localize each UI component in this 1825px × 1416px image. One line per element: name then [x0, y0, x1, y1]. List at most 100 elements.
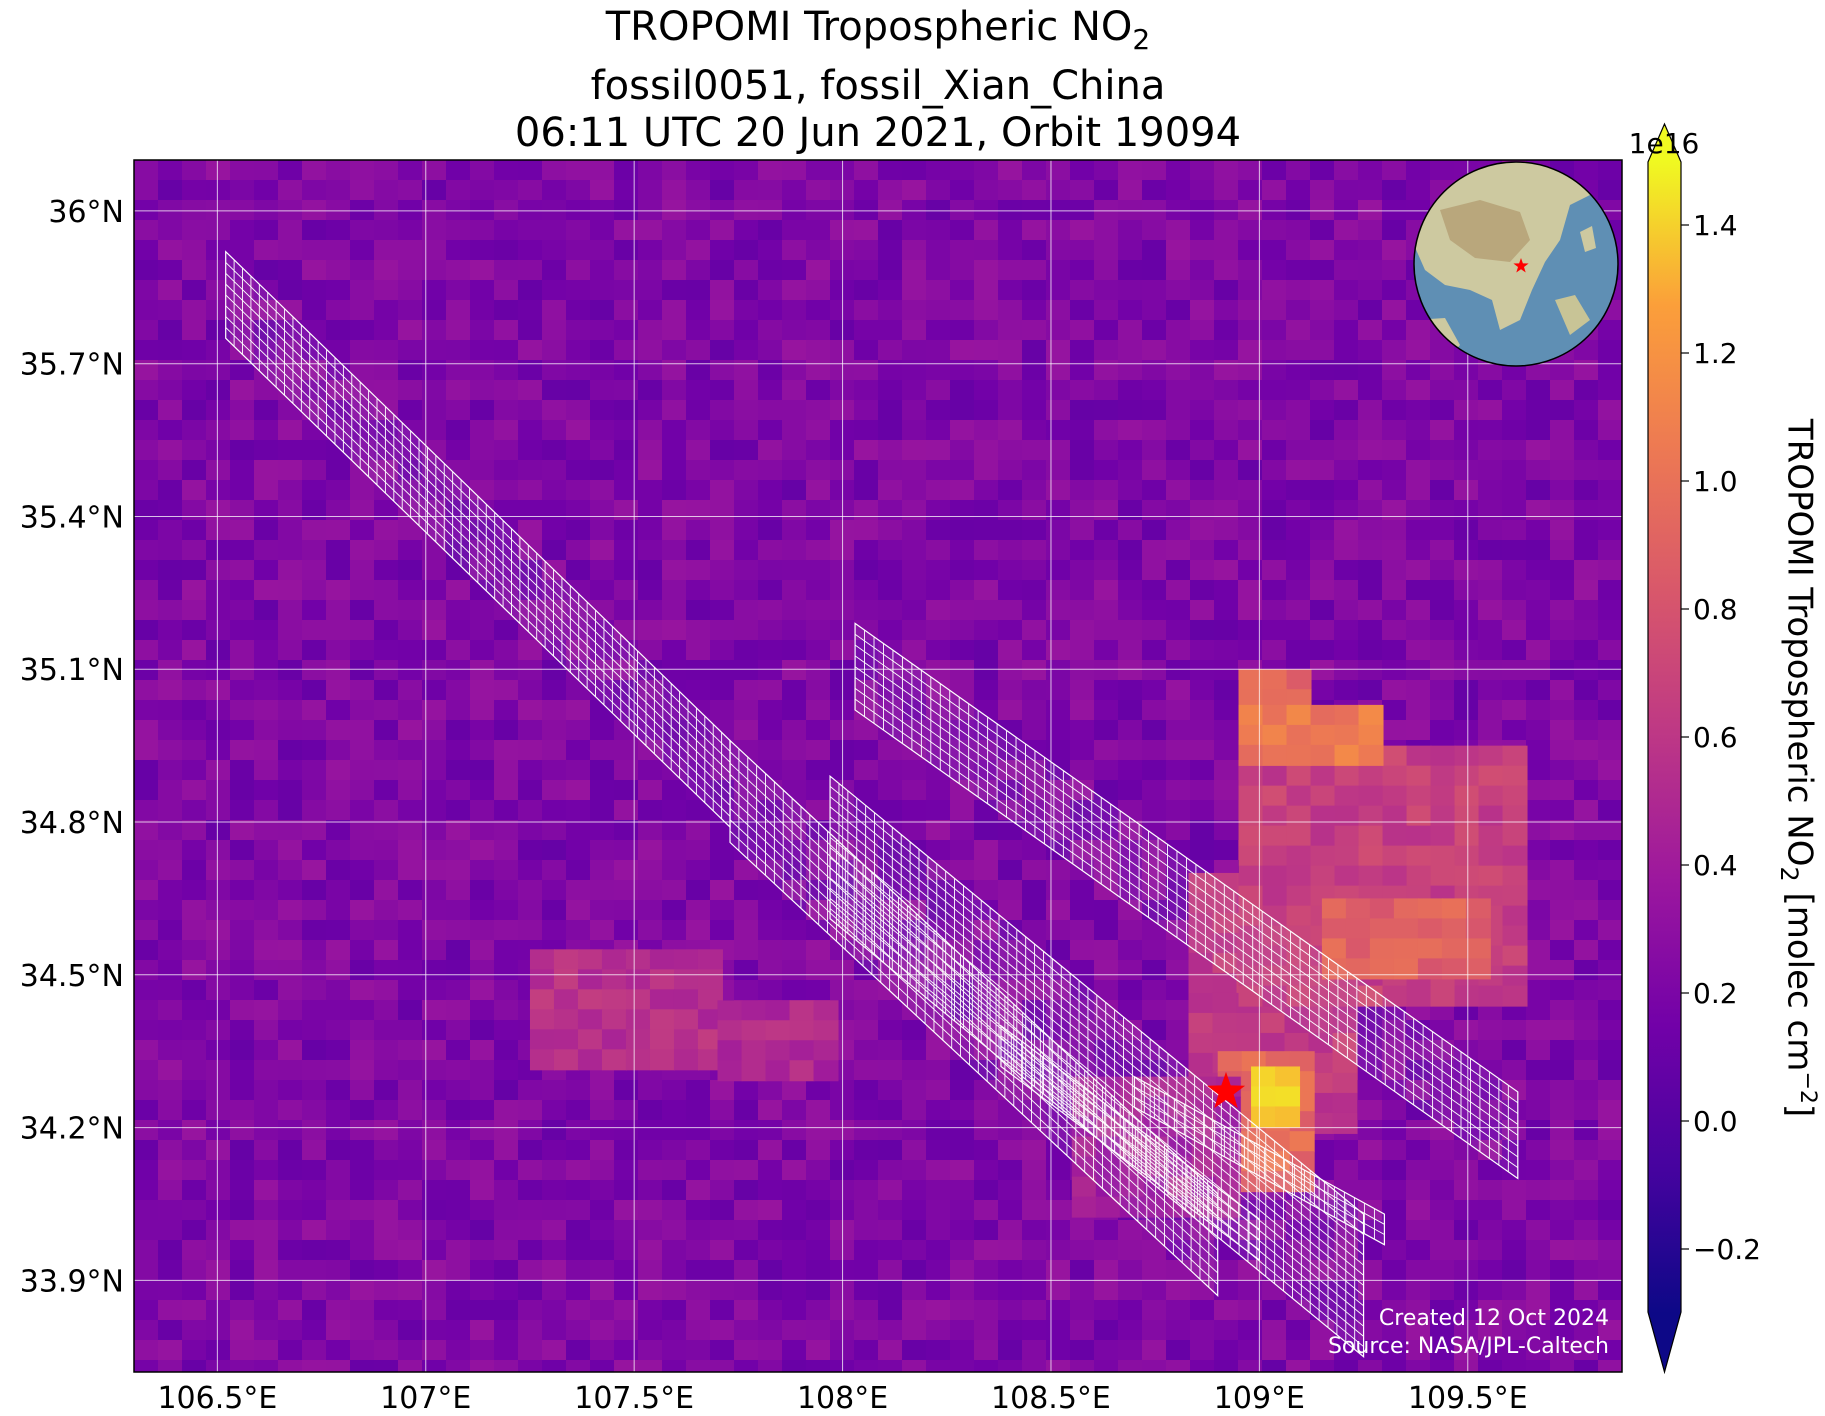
no2-plume-pixel: [1406, 785, 1432, 807]
no2-pixel: [926, 280, 951, 301]
no2-pixel: [1358, 1180, 1383, 1201]
no2-pixel: [1094, 1360, 1119, 1372]
no2-pixel: [518, 380, 543, 401]
no2-pixel: [1118, 360, 1143, 381]
no2-pixel: [662, 800, 687, 821]
no2-pixel: [1526, 840, 1551, 861]
no2-pixel: [1142, 340, 1167, 361]
no2-pixel: [422, 1240, 447, 1261]
no2-pixel: [1214, 600, 1239, 621]
no2-pixel: [998, 900, 1023, 921]
no2-pixel: [758, 660, 783, 681]
no2-pixel: [278, 280, 303, 301]
no2-pixel: [446, 1180, 471, 1201]
no2-pixel: [1094, 260, 1119, 281]
no2-pixel: [1046, 940, 1071, 961]
no2-pixel: [1550, 1340, 1575, 1361]
no2-pixel: [686, 1200, 711, 1221]
no2-pixel: [1190, 700, 1215, 721]
no2-pixel: [230, 1160, 255, 1181]
no2-pixel: [302, 760, 327, 781]
no2-pixel: [398, 860, 423, 881]
no2-pixel: [590, 500, 615, 521]
no2-plume-pixel: [601, 969, 627, 991]
no2-pixel: [470, 620, 495, 641]
no2-pixel: [470, 940, 495, 961]
no2-pixel: [878, 1220, 903, 1241]
no2-pixel: [1094, 1280, 1119, 1301]
no2-pixel: [1094, 360, 1119, 381]
no2-pixel: [254, 740, 279, 761]
no2-pixel: [494, 640, 519, 661]
no2-pixel: [1094, 960, 1119, 981]
no2-pixel: [374, 600, 399, 621]
no2-pixel: [1166, 800, 1191, 821]
no2-pixel: [182, 460, 207, 481]
no2-pixel: [158, 640, 183, 661]
no2-pixel: [374, 460, 399, 481]
no2-pixel: [758, 980, 783, 1001]
no2-pixel: [590, 800, 615, 821]
no2-pixel: [446, 940, 471, 961]
no2-plume-pixel: [1286, 845, 1312, 867]
no2-pixel: [206, 1280, 231, 1301]
no2-pixel: [950, 620, 975, 641]
no2-pixel: [1142, 1340, 1167, 1361]
no2-pixel: [230, 480, 255, 501]
no2-pixel: [1406, 180, 1431, 201]
no2-pixel: [1598, 1000, 1622, 1021]
no2-plume-pixel: [625, 969, 651, 991]
no2-pixel: [1406, 1100, 1431, 1121]
no2-pixel: [494, 660, 519, 681]
no2-pixel: [734, 860, 759, 881]
no2-pixel: [1166, 380, 1191, 401]
no2-pixel: [638, 600, 663, 621]
no2-pixel: [350, 740, 375, 761]
no2-pixel: [518, 1340, 543, 1361]
no2-pixel: [974, 520, 999, 541]
no2-pixel: [470, 1220, 495, 1241]
no2-pixel: [1142, 1240, 1167, 1261]
no2-pixel: [902, 1040, 927, 1061]
no2-pixel: [326, 1120, 351, 1141]
no2-pixel: [614, 340, 639, 361]
no2-pixel: [1358, 1080, 1383, 1101]
no2-pixel: [1502, 600, 1527, 621]
no2-pixel: [206, 460, 231, 481]
no2-pixel: [542, 1120, 567, 1141]
no2-pixel: [806, 320, 831, 341]
no2-pixel: [1502, 1220, 1527, 1241]
no2-pixel: [230, 1080, 255, 1101]
no2-pixel: [134, 360, 159, 381]
no2-pixel: [470, 680, 495, 701]
no2-pixel: [878, 740, 903, 761]
no2-pixel: [1046, 1280, 1071, 1301]
no2-pixel: [662, 420, 687, 441]
no2-pixel: [1118, 1220, 1143, 1241]
no2-pixel: [1214, 380, 1239, 401]
no2-plume-pixel: [1382, 765, 1408, 787]
no2-pixel: [518, 1140, 543, 1161]
no2-pixel: [1214, 220, 1239, 241]
no2-pixel: [926, 1320, 951, 1341]
no2-pixel: [1118, 600, 1143, 621]
no2-pixel: [374, 740, 399, 761]
no2-pixel: [206, 720, 231, 741]
no2-pixel: [302, 580, 327, 601]
no2-pixel: [158, 680, 183, 701]
no2-pixel: [470, 360, 495, 381]
no2-plume-pixel: [1262, 805, 1288, 827]
no2-pixel: [182, 440, 207, 461]
no2-pixel: [446, 1080, 471, 1101]
no2-plume-pixel: [1212, 1032, 1238, 1054]
no2-pixel: [662, 1200, 687, 1221]
no2-pixel: [446, 300, 471, 321]
no2-pixel: [950, 1280, 975, 1301]
no2-pixel: [1382, 1300, 1407, 1321]
no2-pixel: [878, 640, 903, 661]
title-line-2: fossil0051, fossil_Xian_China: [590, 63, 1166, 109]
no2-pixel: [1142, 280, 1167, 301]
no2-plume-pixel: [1441, 938, 1467, 960]
no2-pixel: [398, 1200, 423, 1221]
no2-pixel: [182, 160, 207, 181]
